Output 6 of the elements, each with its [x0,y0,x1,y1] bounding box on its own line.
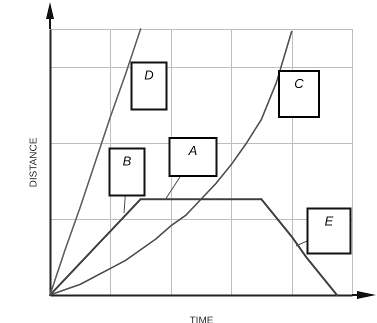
annotation: D [144,68,154,82]
y-axis-title: DISTANCE [28,137,40,188]
annotation: C [294,76,304,91]
annotation: B [122,154,132,168]
annotation: E [324,214,334,228]
annotation: A [188,143,198,158]
